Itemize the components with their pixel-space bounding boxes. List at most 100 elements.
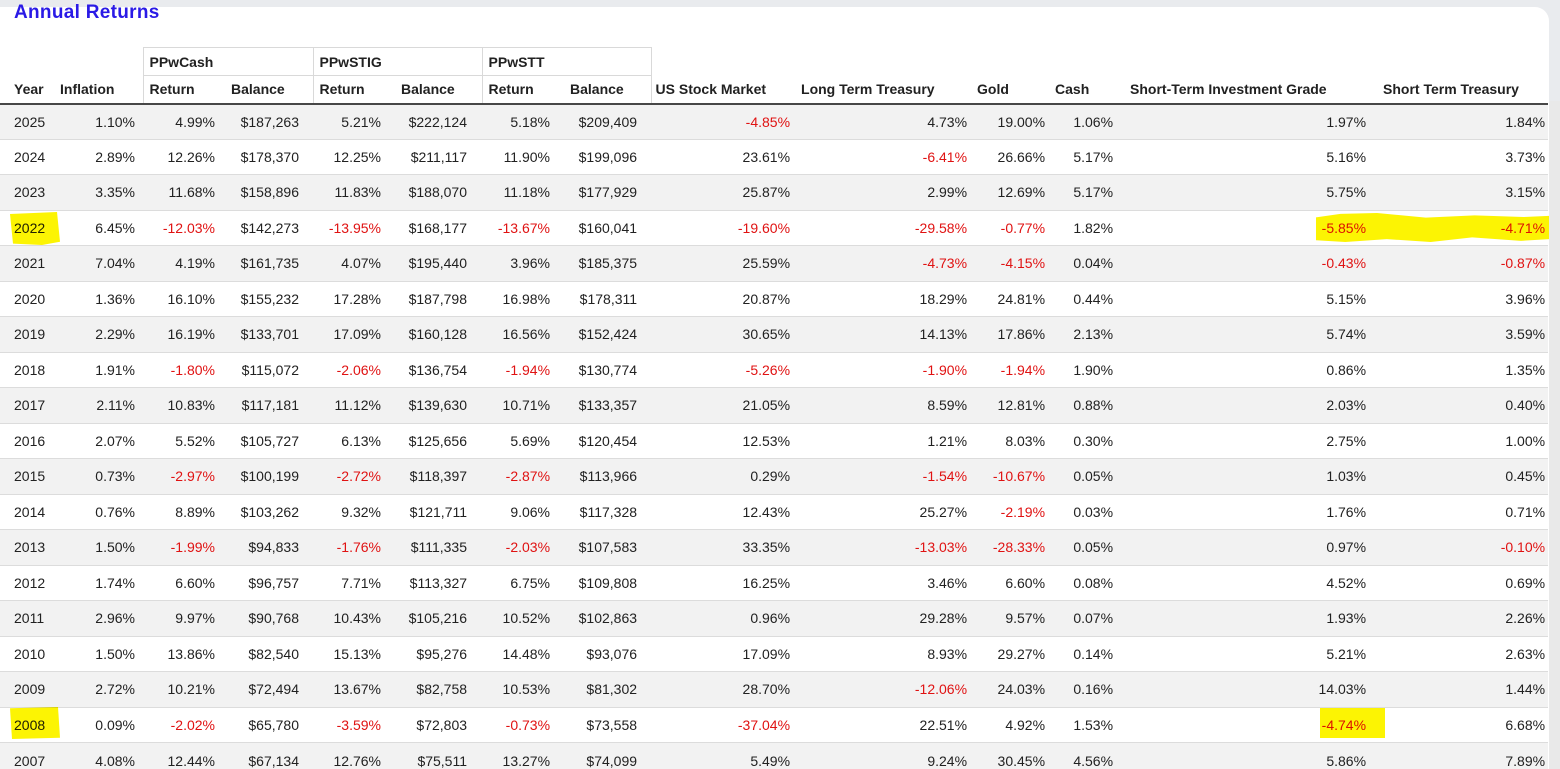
cell-inflation: 1.50% <box>48 529 143 565</box>
cell-short-term-investment-grade: 1.03% <box>1122 458 1376 494</box>
cell-inflation: 1.74% <box>48 564 143 601</box>
cell-us-stock-market: -37.04% <box>651 706 801 743</box>
cell-year: 2012 <box>0 564 48 601</box>
cell-long-term-treasury: -1.90% <box>800 351 976 388</box>
cell-short-term-investment-grade: 5.75% <box>1122 174 1376 210</box>
cell-ppwstt-balance: $74,099 <box>564 742 652 769</box>
cell-ppwcash-balance: $178,370 <box>225 138 313 175</box>
cell-ppwcash-return: 5.52% <box>143 422 225 459</box>
cell-ppwcash-return: -1.80% <box>143 351 225 388</box>
cell-ppwstt-return: 5.69% <box>482 422 565 459</box>
cell-short-term-investment-grade: 5.86% <box>1122 742 1376 769</box>
cell-inflation: 2.29% <box>48 316 143 352</box>
cell-short-term-treasury: 0.40% <box>1375 387 1549 423</box>
cell-ppwstt-balance: $130,774 <box>564 351 652 388</box>
cell-ppwstt-balance: $152,424 <box>564 316 652 352</box>
cell-long-term-treasury: -12.06% <box>800 671 976 707</box>
cell-ppwstt-balance: $107,583 <box>564 529 652 565</box>
cell-us-stock-market: -4.85% <box>745 113 791 130</box>
cell-ppwstig-return: -13.95% <box>313 209 395 246</box>
cell-us-stock-market: -19.60% <box>651 209 801 246</box>
cell-ppwcash-return: 8.89% <box>143 493 225 530</box>
cell-ppwcash-balance: $103,262 <box>225 493 313 530</box>
cell-year: 2020 <box>0 280 48 317</box>
table-row: 2024 2.89% 12.26% $178,370 12.25% $211,117 11.… <box>0 138 1549 175</box>
table-row: 2010 1.50% 13.86% $82,540 15.13% $95,276 14.48… <box>0 635 1549 672</box>
cell-us-stock-market: -5.26% <box>651 351 801 388</box>
cell-us-stock-market: 21.05% <box>651 387 801 423</box>
cell-ppwcash-balance: $96,757 <box>225 564 313 601</box>
cell-long-term-treasury: 4.73% <box>927 113 968 130</box>
cell-us-stock-market: 0.96% <box>651 600 801 636</box>
cell-gold: -2.19% <box>975 493 1051 530</box>
cell-ppwcash-balance: $82,540 <box>225 635 313 672</box>
cell-year: 2024 <box>0 138 48 175</box>
cell-cash: 0.44% <box>1050 280 1123 317</box>
cell-cash: 0.03% <box>1050 493 1123 530</box>
cell-ppwstig-balance: $72,803 <box>395 706 483 743</box>
cell-long-term-treasury: 9.24% <box>800 742 976 769</box>
annual-returns-table-wrap: PPwCash PPwSTIG PPwSTT Year Inflation Re… <box>0 47 1549 769</box>
cell-year: 2016 <box>0 422 48 459</box>
cell-ppwstt-return: -0.73% <box>482 706 565 743</box>
table-row: 2023 3.35% 11.68% $158,896 11.83% $188,070 11.… <box>0 174 1549 210</box>
cell-long-term-treasury: 18.29% <box>800 280 976 317</box>
cell-cash: 0.04% <box>1050 245 1123 281</box>
table-row: 2021 7.04% 4.19% $161,735 4.07% $195,440 3.96%… <box>0 245 1549 281</box>
cell-ppwstig-balance: $113,327 <box>395 564 483 601</box>
annual-returns-table: PPwCash PPwSTIG PPwSTT Year Inflation Re… <box>0 47 1549 769</box>
header-ppwstt-balance: Balance <box>564 75 652 105</box>
cell-ppwcash-balance: $100,199 <box>225 458 313 494</box>
cell-ppwcash-balance: $105,727 <box>225 422 313 459</box>
cell-ppwstig-return: -1.76% <box>313 529 395 565</box>
header-us-stock-market: US Stock Market <box>651 75 801 105</box>
cell-short-term-investment-grade: 5.74% <box>1122 316 1376 352</box>
cell-ppwstig-balance: $195,440 <box>395 245 483 281</box>
column-header-row: Year Inflation Return Balance Return Bal… <box>0 75 1549 105</box>
cell-ppwstig-return: 11.12% <box>313 387 395 423</box>
cell-us-stock-market: 28.70% <box>651 671 801 707</box>
cell-inflation: 2.89% <box>48 138 143 175</box>
cell-year: 2018 <box>0 351 48 388</box>
cell-ppwstt-balance: $117,328 <box>564 493 652 530</box>
cell-ppwcash-return: 16.19% <box>143 316 225 352</box>
cell-ppwstig-return: 7.71% <box>313 564 395 601</box>
cell-short-term-treasury: 3.96% <box>1375 280 1549 317</box>
cell-ppwstig-return: 4.07% <box>313 245 395 281</box>
cell-gold: 29.27% <box>975 635 1051 672</box>
cell-cash: 0.05% <box>1050 458 1123 494</box>
cell-ppwcash-balance: $115,072 <box>225 351 313 388</box>
cell-ppwstt-balance: $81,302 <box>564 671 652 707</box>
cell-short-term-treasury: 7.89% <box>1375 742 1549 769</box>
cell-gold: 12.69% <box>975 174 1051 210</box>
cell-short-term-treasury: 3.15% <box>1375 174 1549 210</box>
cell-ppwstig-return: 5.21% <box>341 113 381 130</box>
cell-ppwstig-return: 11.83% <box>313 174 395 210</box>
cell-long-term-treasury: 25.27% <box>800 493 976 530</box>
cell-short-term-investment-grade: 1.76% <box>1122 493 1376 530</box>
cell-ppwstt-return: -2.87% <box>482 458 565 494</box>
cell-short-term-investment-grade: 4.52% <box>1122 564 1376 601</box>
vertical-scrollbar[interactable] <box>1549 101 1560 769</box>
cell-ppwcash-return: 12.26% <box>143 138 225 175</box>
table-row: 2014 0.76% 8.89% $103,262 9.32% $121,711 9.06%… <box>0 493 1549 530</box>
header-long-term-treasury: Long Term Treasury <box>800 75 976 105</box>
cell-ppwcash-return: 4.99% <box>175 113 215 130</box>
header-ppwcash-return: Return <box>142 75 225 105</box>
cell-ppwstig-balance: $160,128 <box>395 316 483 352</box>
cell-inflation: 7.04% <box>48 245 143 281</box>
cell-ppwcash-return: 13.86% <box>143 635 225 672</box>
cell-ppwcash-balance: $90,768 <box>225 600 313 636</box>
header-ppwstt-return: Return <box>481 75 565 105</box>
cell-us-stock-market: 20.87% <box>651 280 801 317</box>
cell-long-term-treasury: 3.46% <box>800 564 976 601</box>
header-ppwcash-balance: Balance <box>225 75 313 105</box>
cell-ppwstig-return: 9.32% <box>313 493 395 530</box>
cell-inflation: 4.08% <box>48 742 143 769</box>
cell-ppwstig-return: 12.25% <box>313 138 395 175</box>
cell-ppwstt-return: 16.56% <box>482 316 565 352</box>
cell-short-term-treasury: 0.45% <box>1375 458 1549 494</box>
cell-ppwstig-balance: $118,397 <box>395 458 483 494</box>
cell-gold: -0.77% <box>975 209 1051 246</box>
cell-ppwstt-balance: $133,357 <box>564 387 652 423</box>
